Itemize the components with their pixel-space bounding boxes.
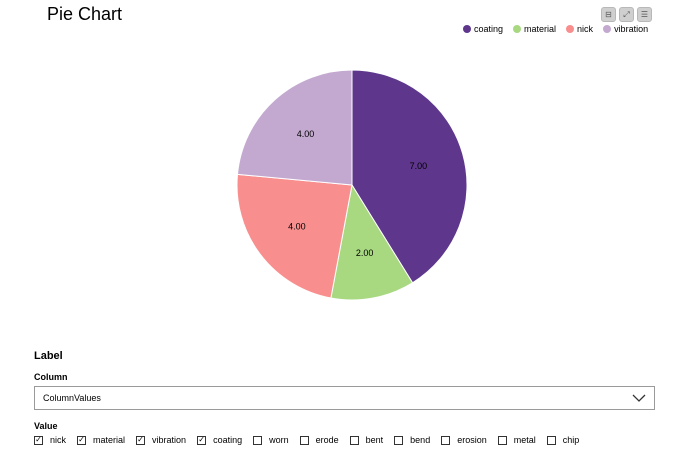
checkbox-unchecked-icon[interactable] (441, 435, 451, 445)
slice-value-label: 2.00 (356, 248, 374, 258)
slice-value-label: 4.00 (288, 222, 306, 232)
pie-slice-nick[interactable] (236, 173, 353, 299)
checkbox-label: chip (562, 435, 580, 445)
expand-icon[interactable]: ⤢ (619, 7, 634, 22)
legend-item-coating[interactable]: coating (463, 24, 503, 34)
legend-label: coating (474, 24, 504, 34)
checkbox-unchecked-icon[interactable] (546, 435, 556, 445)
value-checkbox-list: ✓ nick ✓ material ✓ vibration ✓ coating worn erod… (34, 435, 590, 445)
page-title: Pie Chart (47, 4, 123, 24)
section-label: Label (34, 350, 63, 362)
checkbox-checked-icon[interactable]: ✓ (136, 435, 146, 445)
menu-icon[interactable]: ☰ (637, 7, 652, 22)
legend-swatch (603, 25, 612, 33)
checkbox-material[interactable]: ✓ material (77, 435, 125, 445)
legend-item-nick[interactable]: nick (566, 24, 593, 34)
chevron-down-icon (632, 394, 646, 402)
chart-toolbar: ⊟ ⤢ ☰ (601, 7, 652, 22)
checkbox-label: bend (410, 435, 431, 445)
checkbox-unchecked-icon[interactable] (299, 435, 309, 445)
chart-legend: coating material nick vibration (463, 24, 648, 34)
checkbox-checked-icon[interactable]: ✓ (77, 435, 87, 445)
legend-swatch (513, 25, 522, 33)
checkbox-label: metal (513, 435, 536, 445)
checkbox-bent[interactable]: bent (349, 435, 384, 445)
slice-value-label: 4.00 (297, 129, 315, 139)
checkbox-label: bent (365, 435, 384, 445)
pie-slice-material[interactable] (330, 183, 414, 301)
checkbox-bend[interactable]: bend (394, 435, 430, 445)
checkbox-erosion[interactable]: erosion (441, 435, 487, 445)
checkbox-vibration[interactable]: ✓ vibration (136, 435, 186, 445)
pie-slice-coating[interactable] (351, 69, 468, 284)
column-select-value: ColumnValues (43, 393, 101, 403)
legend-swatch (566, 25, 575, 33)
legend-label: nick (577, 24, 594, 34)
checkbox-unchecked-icon[interactable] (394, 435, 404, 445)
checkbox-label: coating (213, 435, 243, 445)
pie-chart: 7.00 2.00 4.00 4.00 (236, 69, 468, 301)
checkbox-coating[interactable]: ✓ coating (197, 435, 242, 445)
checkbox-worn[interactable]: worn (253, 435, 289, 445)
legend-label: vibration (614, 24, 649, 34)
checkbox-erode[interactable]: erode (299, 435, 339, 445)
column-label: Column (34, 372, 68, 382)
checkbox-checked-icon[interactable]: ✓ (197, 435, 207, 445)
checkbox-unchecked-icon[interactable] (253, 435, 263, 445)
minimize-icon[interactable]: ⊟ (601, 7, 616, 22)
checkbox-label: vibration (152, 435, 187, 445)
legend-swatch (463, 25, 471, 33)
checkbox-nick[interactable]: ✓ nick (34, 435, 66, 445)
legend-item-vibration[interactable]: vibration (603, 24, 648, 34)
checkbox-label: erode (315, 435, 339, 445)
column-select[interactable]: ColumnValues (34, 386, 655, 410)
value-label: Value (34, 421, 58, 431)
pie-slice-vibration[interactable] (236, 69, 353, 186)
checkbox-label: material (93, 435, 126, 445)
legend-item-material[interactable]: material (513, 24, 556, 34)
checkbox-label: erosion (457, 435, 487, 445)
checkbox-label: worn (269, 435, 289, 445)
checkbox-label: nick (50, 435, 67, 445)
slice-value-label: 7.00 (410, 161, 428, 171)
legend-label: material (524, 24, 557, 34)
checkbox-checked-icon[interactable]: ✓ (34, 435, 43, 445)
checkbox-unchecked-icon[interactable] (497, 435, 507, 445)
checkbox-metal[interactable]: metal (497, 435, 536, 445)
checkbox-chip[interactable]: chip (546, 435, 580, 445)
checkbox-unchecked-icon[interactable] (349, 435, 359, 445)
